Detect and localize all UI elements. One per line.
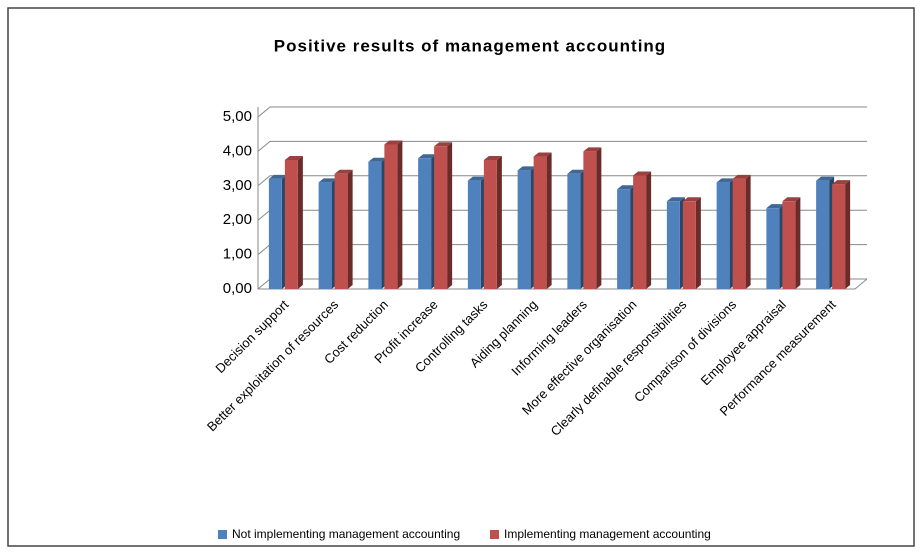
y-tick-label: 3,00: [223, 177, 252, 194]
bar: [816, 180, 830, 289]
bar: [633, 175, 647, 289]
y-tick-label: 5,00: [223, 108, 252, 125]
bar-top: [284, 156, 303, 160]
grid-line: [257, 140, 867, 152]
bar-side: [546, 152, 552, 289]
grid-line: [257, 106, 867, 118]
bar-top: [368, 157, 387, 162]
bar-side: [447, 142, 453, 289]
bar-top: [816, 176, 835, 181]
bar: [732, 178, 746, 289]
chart-title: Positive results of management accountin…: [274, 36, 666, 55]
bar-top: [334, 169, 353, 174]
bar: [567, 173, 581, 289]
bar: [334, 173, 348, 289]
bar-side: [496, 156, 502, 289]
legend-label: Not implementing management accounting: [232, 527, 460, 541]
bar: [384, 144, 398, 289]
bar-top: [467, 176, 486, 181]
y-tick-label: 4,00: [223, 142, 252, 159]
bar-top: [832, 180, 851, 185]
bar: [318, 182, 332, 289]
bar-top: [384, 140, 403, 145]
bar: [284, 160, 298, 289]
legend-label: Implementing management accounting: [504, 527, 711, 541]
bar-side: [297, 156, 303, 289]
bar-top: [533, 152, 552, 157]
bar-top: [434, 142, 453, 147]
bar-top: [633, 171, 652, 176]
y-tick-label: 1,00: [223, 246, 252, 263]
bar-side: [845, 180, 851, 289]
bar-top: [517, 166, 536, 171]
bar-top: [766, 204, 785, 209]
bar: [583, 151, 597, 289]
bar-top: [268, 174, 287, 179]
bar: [533, 156, 547, 289]
bar-side: [646, 171, 652, 289]
bar: [617, 189, 631, 289]
y-tick-label: 0,00: [223, 280, 252, 297]
bar: [766, 208, 780, 289]
bar-side: [745, 174, 751, 289]
bar-top: [583, 147, 602, 152]
bar-top: [483, 156, 502, 160]
bar: [782, 201, 796, 289]
bar-side: [596, 147, 602, 289]
bar: [467, 180, 481, 289]
bar: [268, 178, 282, 289]
bar-side: [347, 169, 353, 289]
bar-top: [318, 178, 337, 183]
bar-top: [682, 197, 701, 202]
bar-top: [567, 169, 586, 174]
chart-border: [7, 7, 915, 547]
bar-top: [418, 154, 437, 159]
bar-side: [397, 140, 403, 289]
bar: [666, 201, 680, 289]
y-tick-label: 2,00: [223, 211, 252, 228]
bar-top: [732, 174, 751, 179]
bar-side: [795, 197, 801, 289]
bar: [368, 161, 382, 289]
bar-side: [695, 197, 701, 289]
grid-line: [257, 175, 867, 187]
bar-top: [716, 178, 735, 183]
bar: [517, 170, 531, 289]
bar: [832, 184, 846, 289]
legend-swatch: [490, 530, 499, 539]
bar-top: [666, 197, 685, 202]
bar: [483, 160, 497, 289]
legend-swatch: [218, 530, 227, 539]
bar: [418, 158, 432, 289]
bar: [682, 201, 696, 289]
floor: [258, 278, 868, 290]
bar: [434, 146, 448, 289]
bar-top: [617, 185, 636, 190]
bar-top: [782, 197, 801, 202]
bar: [716, 182, 730, 289]
